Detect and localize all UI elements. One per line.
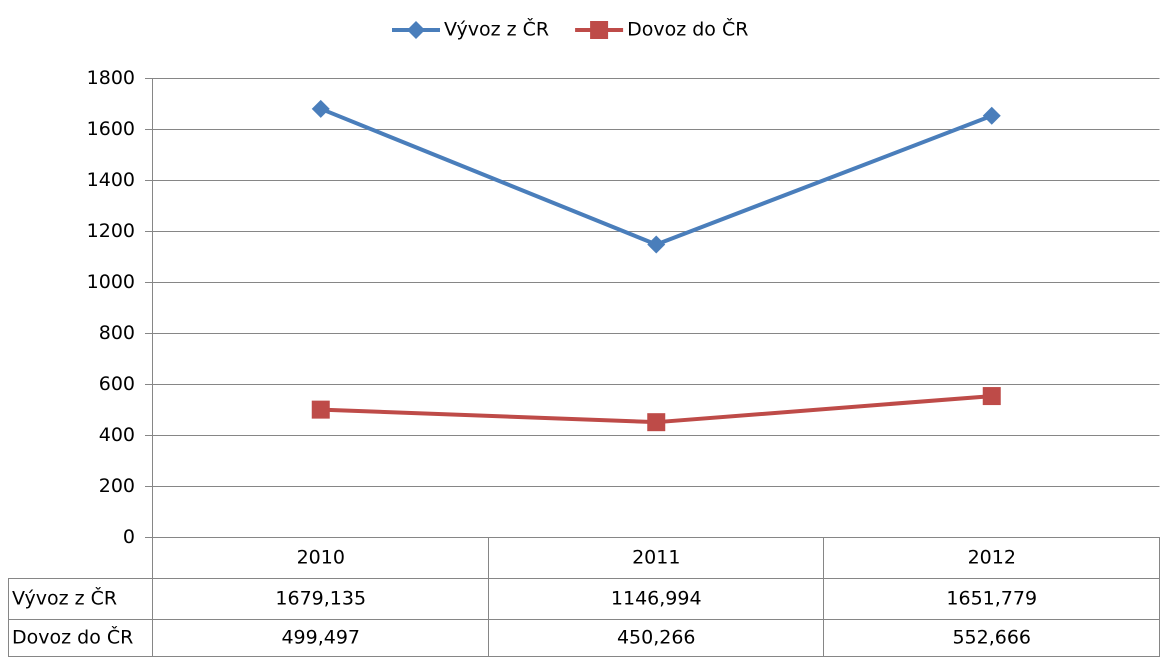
- y-tick-label: 1600: [87, 118, 135, 140]
- y-tick-label: 0: [123, 526, 135, 548]
- table-cell: 1146,994: [611, 588, 702, 610]
- y-tick-label: 200: [99, 475, 135, 497]
- legend-marker: [407, 21, 425, 39]
- y-tick-label: 1000: [87, 271, 135, 293]
- y-tick-label: 400: [99, 424, 135, 446]
- data-point: [982, 387, 1001, 406]
- data-point: [311, 99, 330, 118]
- table-cell: 1651,779: [946, 588, 1037, 610]
- data-point: [647, 235, 666, 254]
- table-row-label: Vývoz z ČR: [12, 586, 117, 610]
- y-tick-label: 1200: [87, 220, 135, 242]
- legend-label: Vývoz z ČR: [444, 17, 549, 41]
- table-cell: 450,266: [617, 627, 696, 649]
- table-cell: 552,666: [952, 627, 1031, 649]
- table-cell: 499,497: [281, 627, 360, 649]
- y-tick-label: 600: [99, 373, 135, 395]
- y-tick-label: 800: [99, 322, 135, 344]
- y-tick-label: 1400: [87, 169, 135, 191]
- x-tick-label: 2012: [968, 547, 1016, 569]
- legend-marker: [590, 21, 609, 39]
- table-row-label: Dovoz do ČR: [12, 625, 133, 649]
- table-cell: 1679,135: [275, 588, 366, 610]
- y-tick-label: 1800: [87, 67, 135, 89]
- data-point: [647, 413, 666, 432]
- data-point: [311, 400, 330, 419]
- data-point: [982, 106, 1001, 125]
- x-tick-label: 2011: [632, 547, 680, 569]
- x-tick-label: 2010: [297, 547, 345, 569]
- legend-label: Dovoz do ČR: [627, 17, 748, 41]
